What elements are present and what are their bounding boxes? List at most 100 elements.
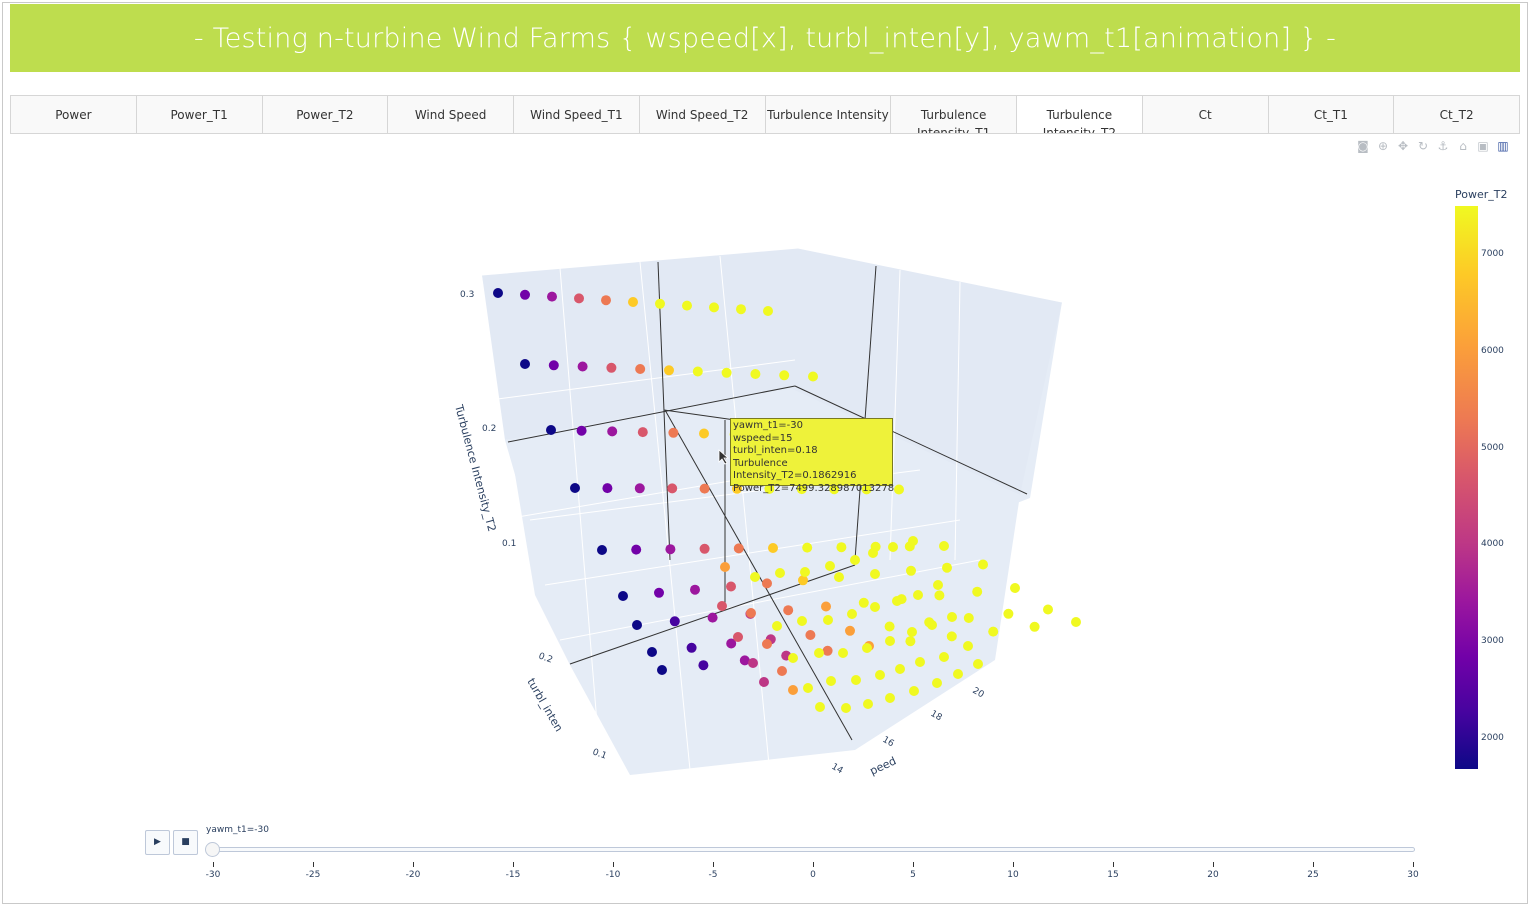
- tab-power-t2[interactable]: Power_T2: [263, 96, 389, 133]
- scatter-point[interactable]: [978, 559, 988, 570]
- tab-turbulence-intensity-t1[interactable]: Turbulence Intensity_T1: [891, 96, 1017, 133]
- tab-turbulence-intensity[interactable]: Turbulence Intensity: [766, 96, 892, 133]
- tab-ct[interactable]: Ct: [1143, 96, 1269, 133]
- scatter-point[interactable]: [777, 666, 787, 676]
- scatter-point[interactable]: [520, 289, 530, 300]
- scatter-point[interactable]: [1010, 583, 1020, 593]
- scatter-point[interactable]: [628, 297, 638, 307]
- scatter-point[interactable]: [847, 609, 857, 619]
- scatter-point[interactable]: [939, 541, 949, 551]
- scatter-point[interactable]: [762, 578, 772, 589]
- scatter-point[interactable]: [884, 621, 895, 632]
- scatter-point[interactable]: [953, 669, 963, 679]
- scatter-point[interactable]: [768, 543, 778, 553]
- scatter-point[interactable]: [909, 686, 919, 696]
- scatter-point[interactable]: [699, 483, 710, 494]
- scatter-point[interactable]: [808, 371, 818, 382]
- scatter-point[interactable]: [699, 428, 709, 439]
- scatter-point[interactable]: [845, 625, 855, 636]
- scatter-point[interactable]: [1043, 604, 1053, 615]
- scatter-point[interactable]: [547, 291, 557, 302]
- scatter-point[interactable]: [739, 655, 750, 666]
- scatter-point[interactable]: [927, 620, 937, 630]
- scatter-point[interactable]: [635, 364, 646, 374]
- scatter-point[interactable]: [667, 483, 678, 494]
- scatter-point[interactable]: [814, 648, 824, 658]
- scatter-point[interactable]: [726, 638, 737, 649]
- scatter-point[interactable]: [798, 575, 808, 586]
- scatter-point[interactable]: [1071, 617, 1081, 627]
- scatter-point[interactable]: [669, 616, 680, 627]
- scatter-point[interactable]: [885, 693, 895, 703]
- scatter-point[interactable]: [632, 620, 642, 630]
- slider-grip[interactable]: [205, 842, 220, 857]
- scatter-point[interactable]: [834, 572, 844, 583]
- scatter-point[interactable]: [726, 581, 736, 592]
- scatter-point[interactable]: [762, 639, 772, 649]
- scatter-point[interactable]: [972, 586, 983, 597]
- scatter-point[interactable]: [597, 545, 607, 555]
- scatter-point[interactable]: [764, 483, 775, 494]
- scatter-point[interactable]: [875, 670, 885, 680]
- scatter-point[interactable]: [634, 483, 645, 494]
- scatter-point[interactable]: [963, 641, 973, 651]
- scatter-point[interactable]: [775, 568, 785, 578]
- scatter-point[interactable]: [796, 484, 807, 495]
- scatter-point[interactable]: [885, 636, 895, 646]
- tab-ct-t2[interactable]: Ct_T2: [1439, 108, 1474, 122]
- scatter-point[interactable]: [797, 616, 807, 626]
- scatter-point[interactable]: [934, 590, 945, 601]
- scatter-point[interactable]: [577, 361, 588, 372]
- scatter-point[interactable]: [618, 591, 628, 601]
- scatter-point[interactable]: [637, 427, 648, 438]
- scatter-point[interactable]: [915, 657, 925, 667]
- scatter-point[interactable]: [779, 370, 790, 381]
- scatter-point[interactable]: [823, 615, 833, 625]
- scatter-point[interactable]: [942, 562, 952, 573]
- scatter-point[interactable]: [772, 621, 782, 631]
- scatter-point[interactable]: [736, 304, 746, 315]
- pan-icon[interactable]: ✥: [1397, 139, 1409, 153]
- scatter-point[interactable]: [750, 369, 761, 379]
- scatter-point[interactable]: [607, 426, 618, 437]
- scatter-point[interactable]: [858, 597, 869, 608]
- scatter-point[interactable]: [647, 647, 657, 657]
- scatter-point[interactable]: [913, 590, 923, 600]
- scatter-point[interactable]: [732, 483, 742, 494]
- scatter-point[interactable]: [668, 427, 679, 438]
- scatter-point[interactable]: [631, 544, 642, 555]
- home-icon[interactable]: ⌂: [1459, 139, 1467, 153]
- tab-wind-speed-t2[interactable]: Wind Speed_T2: [640, 96, 766, 133]
- scatter-point[interactable]: [870, 602, 880, 612]
- scatter-point[interactable]: [826, 676, 836, 686]
- scatter-point[interactable]: [733, 632, 743, 642]
- scatter-point[interactable]: [576, 425, 587, 436]
- camera-icon[interactable]: ◙: [1357, 139, 1369, 153]
- scatter-point[interactable]: [802, 542, 813, 553]
- scatter-point[interactable]: [746, 608, 756, 618]
- scatter-point[interactable]: [905, 636, 916, 647]
- slider-rail[interactable]: [210, 847, 1415, 852]
- turntable-icon[interactable]: ⚓: [1437, 139, 1449, 153]
- scatter-point[interactable]: [657, 665, 667, 675]
- scatter-point[interactable]: [838, 648, 848, 658]
- scatter-point[interactable]: [895, 664, 905, 674]
- scatter-point[interactable]: [908, 536, 918, 546]
- scatter-point[interactable]: [692, 366, 703, 377]
- plotly-logo-icon[interactable]: ▥: [1497, 139, 1509, 153]
- scatter-point[interactable]: [805, 630, 816, 640]
- scatter-point[interactable]: [750, 572, 760, 582]
- tab-power[interactable]: Power: [11, 96, 137, 133]
- stop-button[interactable]: ■: [173, 830, 198, 855]
- scatter-point[interactable]: [863, 699, 873, 709]
- scatter-point[interactable]: [721, 367, 732, 378]
- scatter-point[interactable]: [963, 613, 974, 623]
- scatter-point[interactable]: [868, 548, 878, 558]
- tab-wind-speed[interactable]: Wind Speed: [388, 96, 514, 133]
- scatter-point[interactable]: [654, 587, 664, 598]
- scatter-point[interactable]: [815, 702, 825, 712]
- reset-camera-icon[interactable]: ▣: [1477, 139, 1489, 153]
- scatter-point[interactable]: [800, 567, 810, 577]
- scatter-point[interactable]: [698, 660, 709, 671]
- scatter-point[interactable]: [493, 288, 503, 298]
